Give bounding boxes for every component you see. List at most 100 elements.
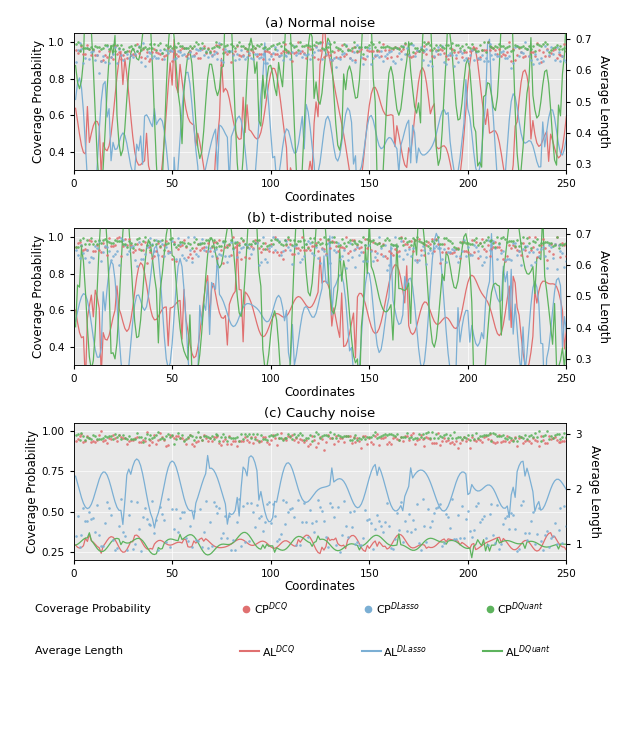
Point [443, 435, 453, 447]
Point [228, 534, 238, 546]
Point [463, 505, 473, 517]
Point [72, 48, 83, 59]
Point [346, 251, 356, 263]
Point [83, 430, 93, 442]
Point [236, 540, 246, 552]
Point [326, 45, 337, 57]
Point [271, 234, 282, 246]
Point [244, 238, 254, 250]
Point [477, 436, 487, 448]
Point [214, 248, 225, 260]
Point [340, 40, 351, 52]
Point [86, 235, 97, 247]
Point [145, 53, 156, 64]
Point [467, 44, 477, 56]
Point [516, 46, 526, 58]
Point [360, 239, 371, 250]
Point [242, 51, 252, 62]
Point [506, 434, 516, 446]
Point [358, 255, 369, 267]
Point [220, 40, 230, 52]
Point [459, 431, 469, 443]
Point [532, 37, 542, 48]
Point [311, 241, 321, 253]
Point [100, 518, 110, 529]
Point [143, 56, 154, 67]
Point [528, 241, 538, 253]
Point [536, 40, 546, 52]
Point [289, 434, 300, 446]
Point [230, 238, 241, 250]
Point [433, 427, 444, 439]
Point [496, 244, 506, 255]
Point [226, 544, 236, 556]
Point [120, 239, 130, 250]
Point [173, 526, 183, 538]
Point [554, 42, 564, 54]
Point [463, 52, 473, 64]
Point [408, 433, 418, 445]
Point [468, 42, 479, 53]
Point [80, 515, 90, 527]
Point [311, 239, 321, 251]
Point [358, 48, 369, 60]
Point [510, 433, 520, 444]
Point [538, 430, 548, 442]
Point [98, 436, 108, 447]
Point [474, 430, 484, 442]
Point [256, 435, 266, 447]
Point [305, 43, 316, 55]
Point [163, 245, 173, 257]
Point [169, 45, 179, 57]
Point [561, 45, 572, 56]
Point [319, 515, 329, 527]
Point [536, 244, 546, 255]
Point [218, 235, 228, 247]
Point [205, 517, 215, 529]
Point [319, 245, 329, 257]
Point [547, 253, 557, 264]
Point [228, 231, 238, 243]
Point [362, 234, 372, 245]
Point [169, 433, 179, 444]
Point [402, 525, 412, 537]
Point [394, 250, 404, 262]
Point [189, 245, 199, 257]
Point [124, 53, 134, 64]
Point [264, 496, 274, 508]
Point [315, 37, 325, 49]
Point [366, 517, 376, 529]
Point [72, 36, 83, 48]
Point [212, 53, 223, 65]
Point [459, 44, 469, 56]
Point [248, 506, 258, 518]
Point [526, 515, 536, 526]
Point [289, 41, 300, 53]
Point [159, 43, 170, 55]
Point [453, 46, 463, 58]
Point [559, 435, 570, 447]
Point [317, 433, 327, 444]
Point [211, 36, 221, 48]
Point [439, 56, 449, 68]
Point [260, 45, 270, 57]
Point [179, 235, 189, 247]
Point [301, 239, 311, 250]
Point [390, 58, 400, 70]
Point [147, 239, 157, 250]
Point [232, 48, 243, 60]
Point [431, 502, 442, 514]
Point [324, 38, 335, 50]
Point [415, 43, 426, 55]
Point [198, 49, 209, 61]
Point [285, 53, 296, 65]
Point [297, 430, 307, 441]
Point [502, 253, 513, 265]
Point [70, 38, 81, 50]
Point [346, 238, 356, 250]
Point [271, 428, 282, 440]
Point [234, 493, 244, 505]
Point [250, 237, 260, 249]
Point [236, 435, 246, 447]
Point [556, 49, 566, 61]
